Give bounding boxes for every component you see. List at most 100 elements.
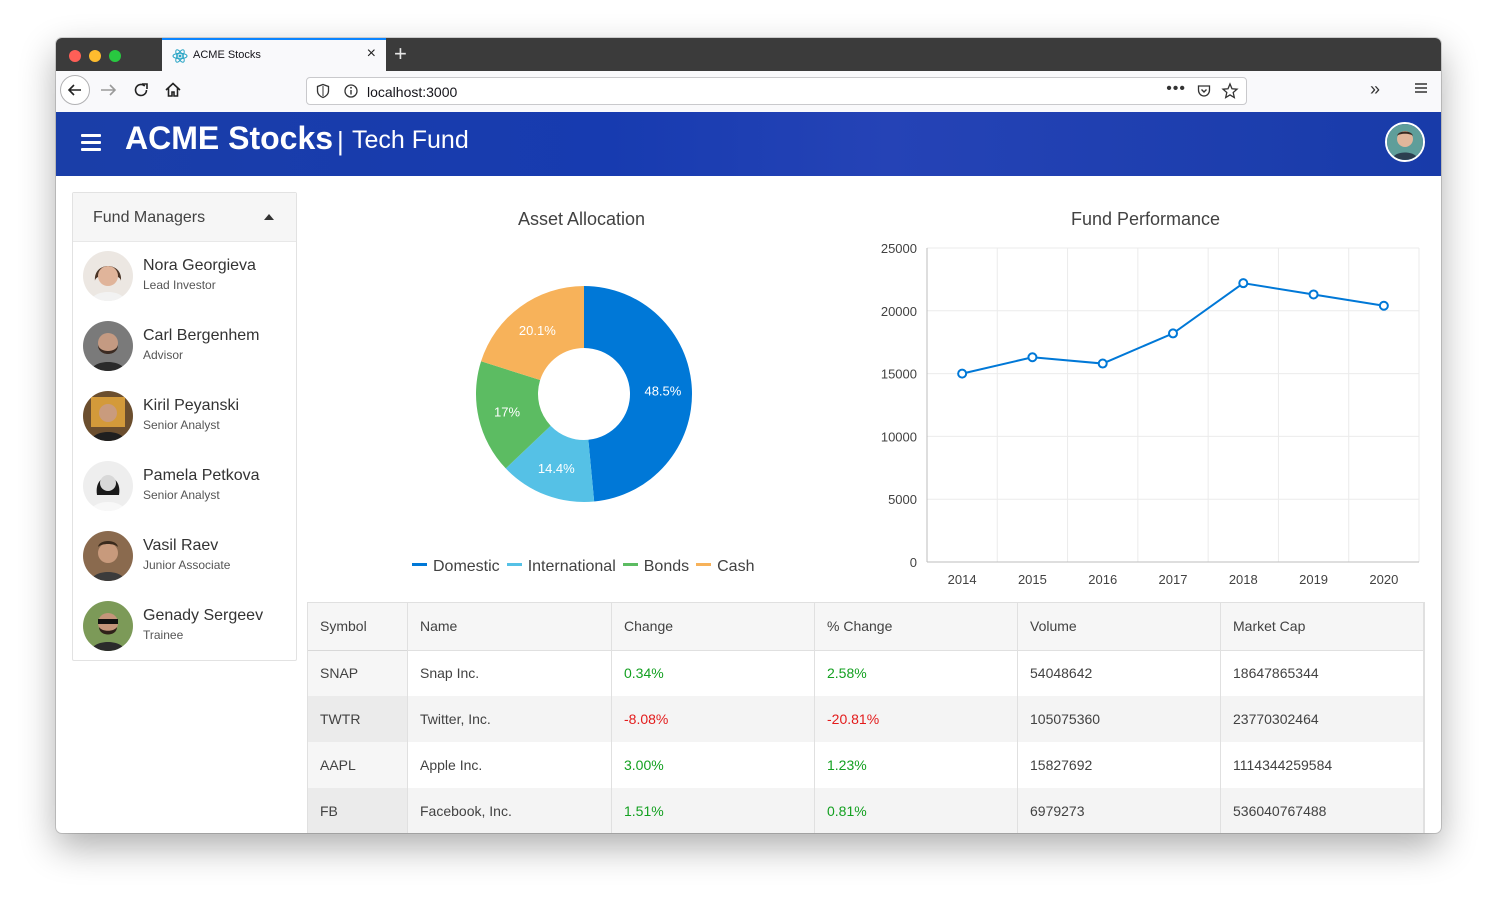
column-header-market-cap[interactable]: Market Cap xyxy=(1221,603,1424,650)
browser-tab[interactable]: ACME Stocks × xyxy=(162,38,386,71)
y-tick-label: 25000 xyxy=(881,241,917,256)
user-avatar[interactable] xyxy=(1385,122,1425,162)
app-subtitle: Tech Fund xyxy=(352,126,469,154)
manager-role: Senior Analyst xyxy=(143,418,220,432)
manager-name: Genady Sergeev xyxy=(143,607,264,624)
column-header-volume[interactable]: Volume xyxy=(1018,603,1221,650)
cell-market-cap: 18647865344 xyxy=(1221,650,1424,696)
overflow-chevron-icon[interactable]: » xyxy=(1370,79,1381,99)
app-title: ACME Stocks xyxy=(125,120,334,156)
collapse-caret-icon[interactable] xyxy=(264,214,274,220)
performance-point[interactable] xyxy=(1378,300,1389,311)
manager-name: Nora Georgieva xyxy=(143,257,256,274)
legend-item-bonds[interactable]: Bonds xyxy=(622,558,690,576)
cell-change: 3.00% xyxy=(612,742,815,788)
info-icon[interactable] xyxy=(343,83,359,99)
pie-data-label: 20.1% xyxy=(519,323,556,338)
manager-name: Vasil Raev xyxy=(143,537,219,554)
performance-point[interactable] xyxy=(1238,278,1249,289)
minimize-window-button[interactable] xyxy=(89,50,101,62)
performance-point[interactable] xyxy=(1308,289,1319,300)
fund-performance-title: Fund Performance xyxy=(1071,209,1221,229)
x-tick-label: 2018 xyxy=(1229,572,1258,587)
y-tick-label: 15000 xyxy=(881,367,917,382)
bookmark-star-icon[interactable] xyxy=(1221,82,1239,100)
cell-volume: 6979273 xyxy=(1018,788,1221,833)
legend-label: Bonds xyxy=(643,558,690,575)
pie-slice-international[interactable] xyxy=(505,425,595,502)
legend-label: International xyxy=(527,558,616,575)
shield-icon[interactable] xyxy=(315,83,331,99)
url-bar[interactable]: localhost:3000 ••• xyxy=(306,77,1247,105)
table-row[interactable]: FB Facebook, Inc. 1.51% 0.81% 6979273 5360407… xyxy=(308,788,1424,833)
home-icon[interactable] xyxy=(162,79,184,101)
pie-data-label: 48.5% xyxy=(644,383,681,398)
avatar xyxy=(83,251,133,301)
column-header-name[interactable]: Name xyxy=(408,603,612,650)
performance-point[interactable] xyxy=(1027,352,1038,363)
manager-item[interactable]: Carl Bergenhem Advisor xyxy=(83,321,293,371)
table-row[interactable]: TWTR Twitter, Inc. -8.08% -20.81% 105075360 2… xyxy=(308,696,1424,742)
react-icon xyxy=(172,49,188,63)
legend-marker xyxy=(412,563,427,567)
column-header-change[interactable]: Change xyxy=(612,603,815,650)
browser-menu-icon[interactable] xyxy=(1413,80,1429,96)
column-header-pct-change[interactable]: % Change xyxy=(815,603,1018,650)
back-button[interactable] xyxy=(60,75,90,105)
x-tick-label: 2019 xyxy=(1299,572,1328,587)
x-tick-label: 2016 xyxy=(1088,572,1117,587)
manager-item[interactable]: Kiril Peyanski Senior Analyst xyxy=(83,391,293,441)
hamburger-menu-icon[interactable] xyxy=(81,134,101,152)
title-separator: | xyxy=(337,126,344,156)
fund-performance-chart: 0 5000 10000 15000 20000 25000 2014 2015 2016 201… xyxy=(881,241,1420,587)
column-header-symbol[interactable]: Symbol xyxy=(308,603,408,650)
browser-window: ACME Stocks × + xyxy=(56,38,1441,833)
forward-arrow-icon[interactable] xyxy=(98,79,120,101)
manager-item[interactable]: Pamela Petkova Senior Analyst xyxy=(83,461,293,511)
y-tick-label: 10000 xyxy=(881,429,917,444)
asset-allocation-legend: Domestic International Bonds Cash xyxy=(412,558,761,578)
manager-item[interactable]: Nora Georgieva Lead Investor xyxy=(83,251,293,301)
manager-role: Lead Investor xyxy=(143,278,216,292)
cell-symbol: AAPL xyxy=(308,742,408,788)
table-row[interactable]: AAPL Apple Inc. 3.00% 1.23% 15827692 11143442… xyxy=(308,742,1424,788)
table-row[interactable]: SNAP Snap Inc. 0.34% 2.58% 54048642 186478653… xyxy=(308,650,1424,696)
performance-point[interactable] xyxy=(1168,328,1178,339)
x-tick-label: 2015 xyxy=(1018,572,1047,587)
legend-item-international[interactable]: International xyxy=(506,558,616,576)
manager-item[interactable]: Vasil Raev Junior Associate xyxy=(83,531,293,581)
y-tick-label: 20000 xyxy=(881,304,917,319)
pie-slice-cash[interactable] xyxy=(481,286,584,381)
pocket-icon[interactable] xyxy=(1196,83,1212,99)
pie-slice-bonds[interactable] xyxy=(476,361,551,469)
page-actions-icon[interactable]: ••• xyxy=(1166,80,1186,97)
close-window-button[interactable] xyxy=(69,50,81,62)
manager-role: Trainee xyxy=(143,628,184,642)
panel-header[interactable]: Fund Managers xyxy=(73,193,296,242)
legend-marker xyxy=(696,563,712,567)
cell-pct-change: 1.23% xyxy=(815,742,1018,788)
new-tab-icon[interactable]: + xyxy=(394,41,407,66)
tab-title: ACME Stocks xyxy=(193,49,261,61)
manager-name: Carl Bergenhem xyxy=(143,327,260,344)
cell-market-cap: 536040767488 xyxy=(1221,788,1424,833)
cell-symbol: TWTR xyxy=(308,696,408,742)
manager-role: Advisor xyxy=(143,348,184,362)
manager-item[interactable]: Genady Sergeev Trainee xyxy=(83,601,293,651)
pie-slice-domestic[interactable] xyxy=(584,286,693,502)
legend-item-cash[interactable]: Cash xyxy=(696,558,754,576)
tab-close-icon[interactable]: × xyxy=(366,45,376,62)
maximize-window-button[interactable] xyxy=(109,50,121,62)
cell-name: Snap Inc. xyxy=(408,650,612,696)
legend-item-domestic[interactable]: Domestic xyxy=(412,558,500,576)
performance-point[interactable] xyxy=(1097,358,1108,369)
performance-point[interactable] xyxy=(957,368,968,379)
reload-icon[interactable] xyxy=(130,79,152,101)
legend-label: Cash xyxy=(717,558,755,575)
cell-change: 1.51% xyxy=(612,788,815,833)
navigation-bar: localhost:3000 ••• » xyxy=(56,71,1441,113)
url-text: localhost:3000 xyxy=(367,84,458,100)
manager-name: Pamela Petkova xyxy=(143,467,260,484)
cell-change: -8.08% xyxy=(612,696,815,742)
pie-data-label: 14.4% xyxy=(538,461,575,476)
